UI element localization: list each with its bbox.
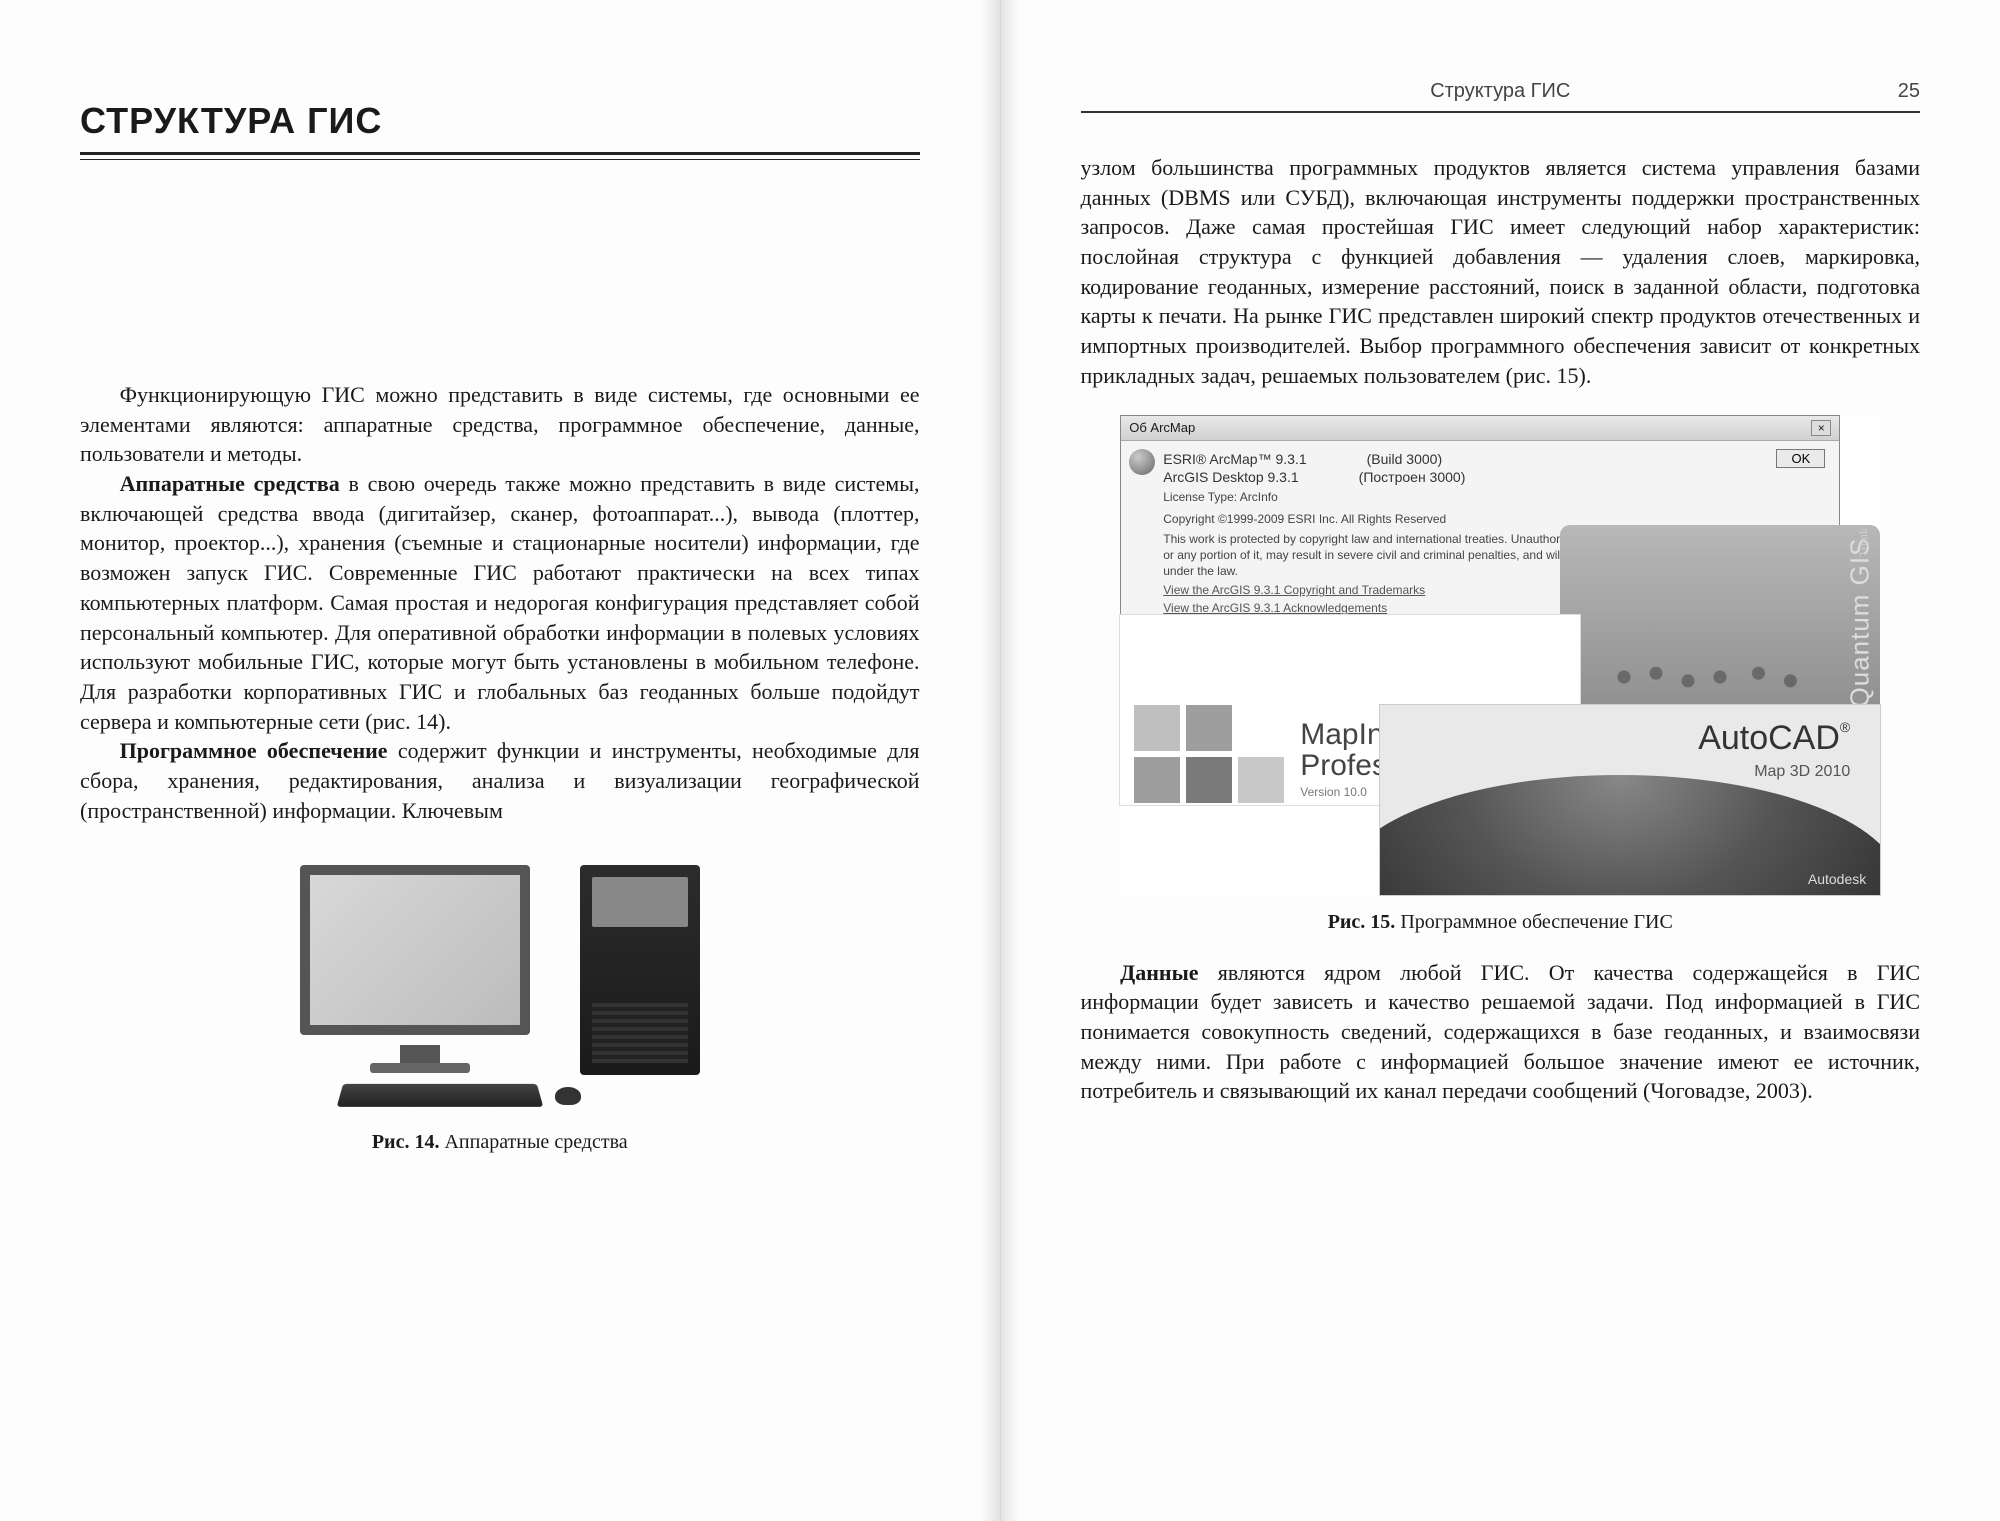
dialog-product-1: ESRI® ArcMap™ 9.3.1 [1163,451,1306,467]
tower-grill [592,1003,688,1063]
mouse-icon [555,1087,581,1105]
autocad-title: AutoCAD® [1698,719,1850,758]
page-right: Структура ГИС 25 узлом большинства прогр… [1001,0,2000,1521]
figure-14-label: Рис. 14. [372,1131,440,1153]
pc-tower-icon [580,865,700,1075]
autocad-reg-icon: ® [1840,719,1850,735]
para-continuation: узлом большинства программных продуктов … [1081,153,1921,391]
para-hardware: Аппаратные средства в свою очередь также… [80,469,920,736]
monitor-stand [400,1045,440,1065]
para-data-rest: являются ядром любой ГИС. От качества со… [1081,960,1921,1104]
globe-icon [1129,449,1155,475]
figure-15-label: Рис. 15. [1328,911,1396,933]
close-icon[interactable]: × [1811,420,1831,436]
ok-button[interactable]: OK [1776,449,1825,468]
page-number: 25 [1880,80,1920,103]
lead-software: Программное обеспечение [120,738,388,763]
figure-15-caption: Рис. 15. Программное обеспечение ГИС [1120,911,1880,934]
autocad-brand: Autodesk [1808,871,1866,887]
figure-15-text: Программное обеспечение ГИС [1395,911,1672,933]
running-header: Структура ГИС 25 [1081,80,1921,103]
dialog-product-2: ArcGIS Desktop 9.3.1 [1163,469,1298,485]
dialog-build-2: (Построен 3000) [1359,469,1466,485]
dialog-build-1: (Build 3000) [1367,451,1443,467]
lead-hardware: Аппаратные средства [120,471,340,496]
autocad-subtitle: Map 3D 2010 [1754,763,1850,781]
section-title: СТРУКТУРА ГИС [80,100,920,142]
para-hardware-rest: в свою очередь также можно представить в… [80,471,920,734]
lead-data: Данные [1120,960,1198,985]
hardware-illustration [290,855,710,1115]
quantum-gis-splash: Quantum GIS Trunk [1560,525,1880,715]
autocad-splash: AutoCAD® Map 3D 2010 Autodesk [1380,705,1880,895]
book-spread: СТРУКТУРА ГИС Функционирующую ГИС можно … [0,0,2000,1521]
page-left: СТРУКТУРА ГИС Функционирующую ГИС можно … [0,0,1001,1521]
logo-block [1186,705,1232,751]
logo-block [1238,757,1284,803]
figure-15: Об ArcMap × OK ESRI® ArcMap™ 9.3.1 (Buil… [1120,415,1880,934]
monitor-base [370,1063,470,1073]
keyboard-icon [336,1084,543,1107]
figure-14: Рис. 14. Аппаратные средства [290,855,710,1154]
figure-14-text: Аппаратные средства [439,1131,627,1153]
dialog-titlebar: Об ArcMap × [1121,416,1839,441]
software-collage: Об ArcMap × OK ESRI® ArcMap™ 9.3.1 (Buil… [1120,415,1880,895]
section-title-rule [80,152,920,160]
dialog-license: License Type: ArcInfo [1163,489,1827,505]
mapinfo-logo-blocks [1134,705,1284,803]
monitor-icon [300,865,530,1035]
quantum-trunk: Trunk [1856,528,1871,557]
para-data: Данные являются ядром любой ГИС. От каче… [1081,958,1921,1106]
dialog-title-text: Об ArcMap [1129,420,1195,435]
autocad-name: AutoCAD [1698,719,1840,757]
autocad-globe-icon [1380,775,1880,895]
figure-14-caption: Рис. 14. Аппаратные средства [290,1131,710,1154]
logo-block [1186,757,1232,803]
para-software: Программное обеспечение содержит функции… [80,736,920,825]
header-rule [1081,111,1921,113]
para-intro: Функционирующую ГИС можно представить в … [80,380,920,469]
quantum-title: Quantum GIS [1845,525,1876,715]
logo-block [1134,705,1180,751]
tower-drive-bay [592,877,688,927]
running-title: Структура ГИС [1121,80,1881,103]
logo-block [1134,757,1180,803]
